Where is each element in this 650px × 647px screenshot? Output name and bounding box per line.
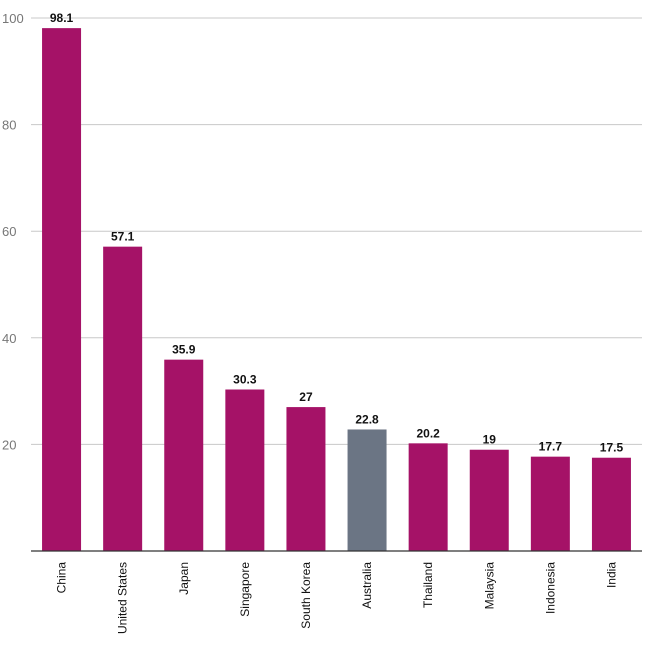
data-label: 17.5 <box>600 441 624 455</box>
x-tick-label: Singapore <box>238 562 252 617</box>
y-tick-label: 80 <box>2 118 16 133</box>
bar <box>42 28 82 551</box>
x-tick-label: United States <box>116 562 130 634</box>
data-label: 35.9 <box>172 343 196 357</box>
data-labels: 98.1 57.1 35.9 30.3 27 22.8 20.2 19 17.7 17.5 <box>50 11 624 455</box>
data-label: 22.8 <box>355 412 379 426</box>
y-tick-label: 100 <box>2 11 24 26</box>
data-label: 57.1 <box>111 230 135 244</box>
bar <box>469 449 509 551</box>
bar <box>408 443 448 551</box>
bar <box>347 429 387 551</box>
data-label: 19 <box>483 433 497 447</box>
bars <box>42 28 631 552</box>
x-tick-label: South Korea <box>299 562 313 629</box>
bar <box>164 359 204 551</box>
x-tick-label: Thailand <box>421 562 435 608</box>
bar <box>591 457 631 551</box>
data-label: 30.3 <box>233 373 257 387</box>
y-tick-label: 60 <box>2 224 16 239</box>
bar <box>530 456 570 551</box>
bar <box>225 389 265 551</box>
data-label: 17.7 <box>539 440 563 454</box>
y-axis-ticks: 20 40 60 80 100 <box>2 11 24 452</box>
data-label: 27 <box>299 390 313 404</box>
x-axis-ticks: China United States Japan Singapore South Ko… <box>55 562 619 634</box>
bar <box>286 407 326 551</box>
data-label: 98.1 <box>50 11 74 25</box>
bar <box>103 246 143 552</box>
y-tick-label: 40 <box>2 331 16 346</box>
x-tick-label: China <box>55 562 69 594</box>
x-tick-label: Australia <box>360 562 374 609</box>
x-tick-label: Malaysia <box>482 562 496 610</box>
data-label: 20.2 <box>416 426 440 440</box>
y-tick-label: 20 <box>2 437 16 452</box>
x-tick-label: India <box>604 562 618 588</box>
x-tick-label: Indonesia <box>543 562 557 614</box>
x-tick-label: Japan <box>177 562 191 595</box>
